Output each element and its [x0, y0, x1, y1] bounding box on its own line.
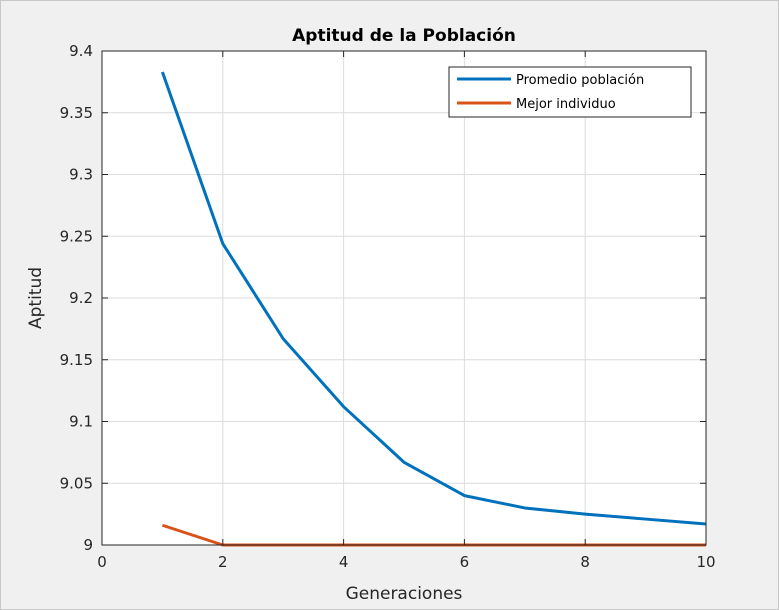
legend-box	[448, 66, 692, 118]
y-tick-label: 9.2	[69, 289, 93, 307]
y-tick-label: 9.35	[60, 104, 93, 122]
x-tick-label: 10	[696, 553, 715, 571]
x-axis-title: Generaciones	[346, 584, 463, 604]
chart-title: Aptitud de la Población	[292, 26, 516, 46]
y-axis-title: Aptitud	[26, 267, 46, 329]
y-tick-label: 9.05	[60, 474, 93, 492]
x-tick-label: 2	[218, 553, 228, 571]
y-tick-label: 9.25	[60, 227, 93, 245]
y-tick-label: 9.1	[69, 413, 93, 431]
y-tick-label: 9.15	[60, 351, 93, 369]
series-line-promedio	[160, 71, 707, 526]
x-tick-label: 8	[580, 553, 590, 571]
y-tick-label: 9	[83, 536, 93, 554]
legend-label-promedio: Promedio población	[516, 73, 644, 88]
y-tick-label: 9.4	[69, 42, 93, 60]
axis-ticks: 0 2 4 6 8 10 9 9.05 9.1 9.15 9.2 9.25 9.3 9.35 9.4	[60, 42, 716, 571]
x-tick-label: 6	[460, 553, 470, 571]
x-tick-label: 0	[97, 553, 107, 571]
x-tick-label: 4	[339, 553, 349, 571]
legend-label-mejor: Mejor individuo	[516, 97, 616, 112]
legend: Promedio población Mejor individuo	[448, 66, 692, 118]
y-tick-label: 9.3	[69, 166, 93, 184]
